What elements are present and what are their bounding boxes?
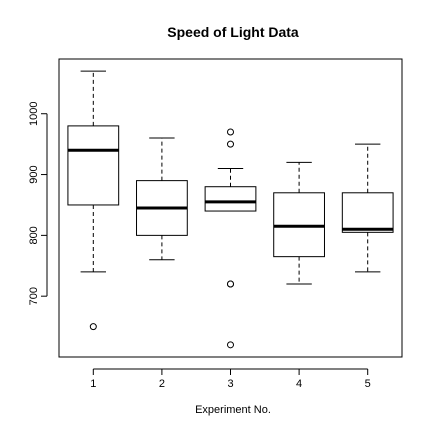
- y-tick-label: 700: [28, 287, 40, 305]
- x-tick-label: 2: [159, 378, 165, 390]
- box-experiment-5: [341, 143, 394, 273]
- y-tick-label: 1000: [28, 101, 40, 125]
- box-experiment-3: [204, 128, 257, 349]
- outlier-point: [227, 140, 234, 148]
- boxplot-series: [67, 70, 394, 349]
- y-tick-label: 900: [28, 165, 40, 183]
- y-axis: 700 800 900 1000: [28, 101, 48, 305]
- outlier-point: [227, 341, 234, 349]
- x-tick-label: 4: [296, 378, 302, 390]
- x-axis-label: Experiment No.: [195, 404, 271, 416]
- y-tick-label: 800: [28, 226, 40, 244]
- box-experiment-2: [136, 137, 188, 261]
- x-tick-label: 1: [90, 378, 96, 390]
- outlier-point: [89, 323, 97, 331]
- box-iqr: [204, 186, 257, 212]
- plot-frame: [58, 58, 403, 358]
- x-axis: 1 2 3 4 5: [90, 368, 371, 390]
- box-experiment-1: [67, 70, 120, 331]
- outlier-point: [227, 280, 234, 288]
- x-tick-label: 5: [365, 378, 371, 390]
- box-experiment-4: [273, 161, 325, 285]
- box-iqr: [273, 192, 325, 258]
- box-iqr: [67, 125, 120, 206]
- outlier-point: [227, 128, 234, 136]
- box-iqr: [341, 192, 394, 233]
- x-tick-label: 3: [227, 378, 233, 390]
- chart-title: Speed of Light Data: [167, 24, 299, 40]
